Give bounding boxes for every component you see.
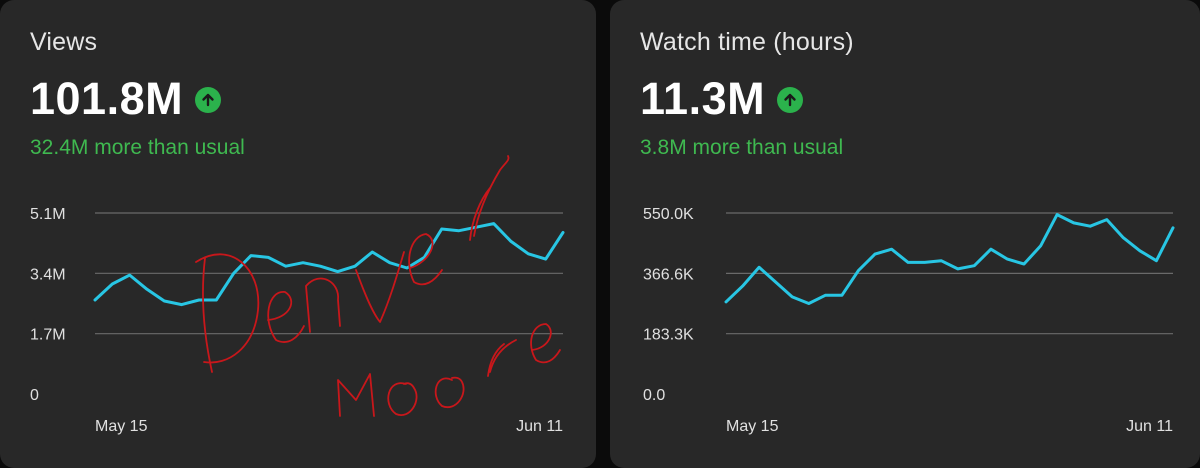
watch-time-title: Watch time (hours) [640,28,854,56]
watch-time-value: 11.3M [640,73,766,124]
y-tick-label: 1.7M [30,327,66,344]
y-tick-label: 550.0K [643,206,694,223]
watch-time-chart: 0.0 183.3K 366.6K 550.0K May 15 Jun 11 [643,206,1175,435]
views-chart: 0 1.7M 3.4M 5.1M May 15 Jun 11 [30,206,565,435]
views-delta: 32.4M more than usual [30,136,245,159]
x-tick-label: May 15 [95,418,148,435]
x-tick-label: May 15 [726,418,779,435]
arrow-up-circle-icon [777,87,804,113]
series-line [724,213,1175,305]
views-title: Views [30,28,98,56]
x-tick-label: Jun 11 [516,418,563,435]
y-tick-label: 366.6K [643,266,694,283]
views-card[interactable]: Views 101.8M 32.4M more than usual 0 1.7M… [0,0,596,468]
views-value-row: 101.8M [30,73,222,125]
arrow-up-circle-icon [195,87,222,113]
views-value: 101.8M [30,73,184,124]
y-tick-label: 183.3K [643,327,694,344]
x-tick-label: Jun 11 [1126,418,1173,435]
watch-time-value-row: 11.3M [640,73,804,125]
series-line [93,222,565,307]
watch-time-delta: 3.8M more than usual [640,136,844,159]
y-tick-label: 0.0 [643,387,665,404]
y-tick-label: 3.4M [30,266,66,283]
watch-time-card[interactable]: Watch time (hours) 11.3M 3.8M more than … [610,0,1200,468]
y-tick-label: 0 [30,387,39,404]
y-tick-label: 5.1M [30,206,66,223]
